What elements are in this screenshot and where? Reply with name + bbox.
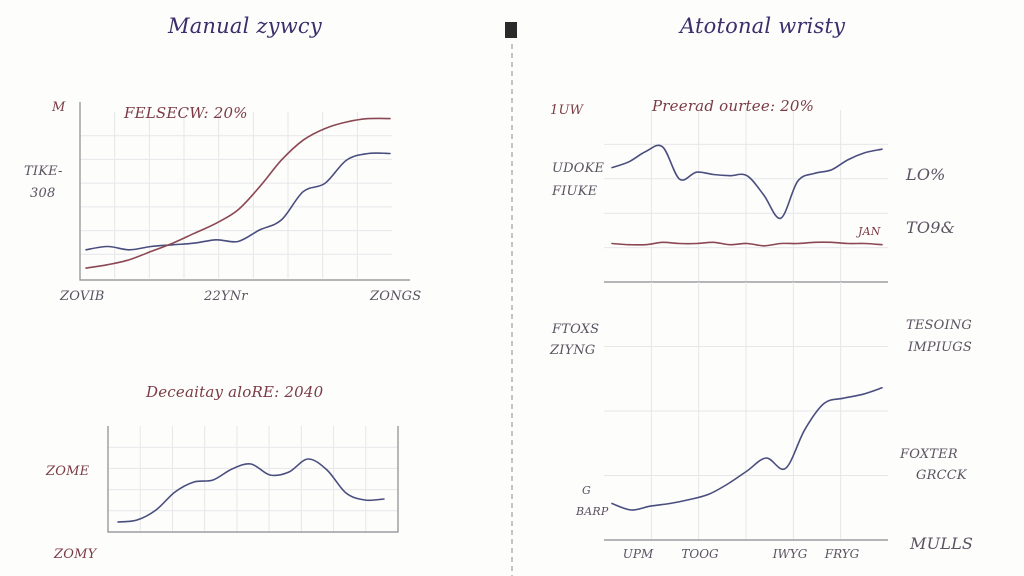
rb-right-label-top-a: TESOING [906,318,973,333]
tl-series-0-line [85,152,391,251]
divider-marker [505,22,517,38]
rb-y-label-top-b: ZIYNG [550,343,596,358]
rt-grid [604,110,888,282]
rb-y-label-top-a: FTOXS [552,322,600,337]
rt-y-label-mid-a: UDOKE [552,161,605,176]
chart-bottom-left [107,426,399,533]
tl-series-1-line [85,117,391,269]
rt-right-label-top: LO% [906,165,946,184]
rb-right-label-top-b: IMPIUGS [908,340,972,355]
tl-y-label-top: TIKE- [24,164,63,179]
tl-chart-title: FELSECW: 20% [124,104,248,122]
rb-right-label-mid-b: GRCCK [916,468,967,483]
tl-x-label-left: ZOVIB [60,289,105,304]
rt-series-1-line [611,241,883,247]
bl-axes [107,426,399,533]
bl-y-label-upper: ZOME [46,464,90,479]
rb-grid [604,282,888,540]
rt-right-label-mid: TO9& [906,218,956,237]
tl-corner-label: M [52,100,66,115]
rb-y-label-bottom-a: G [582,484,591,497]
rb-x-tick-label: UPM [623,547,654,561]
tl-x-label-right: ZONGS [370,289,422,304]
rb-x-tick-label: TOOG [681,547,719,561]
rt-small-tag: JAN [858,225,881,238]
tl-grid [80,112,392,278]
rt-y-label-mid-b: FIUKE [552,184,598,199]
rb-x-tick-label: FRYG [824,547,860,561]
tl-x-label-mid: 22YNr [204,289,248,304]
rt-series-0-line [611,144,883,220]
chart-right-top [604,110,888,283]
bl-grid [108,426,398,532]
rb-x-label-right: MULLS [910,534,974,553]
rb-y-label-bottom-b: BARP [576,505,609,518]
left-title: Manual zywcy [168,14,322,38]
rb-series-0-line [611,387,883,511]
rt-chart-title: Preerad ourtee: 20% [652,97,815,115]
right-title: Atotonal wristy [680,14,846,38]
chart-right-bottom: UPM TOOG IWYG FRYG [604,282,888,561]
tl-axes [79,102,410,281]
rt-y-label-top: 1UW [550,103,584,118]
bl-series-0-line [117,458,385,523]
rb-right-label-mid-a: FOXTER [900,447,958,462]
rb-x-tick-label: IWYG [772,547,808,561]
chart-top-left [79,102,410,281]
bl-chart-title: Deceaitay aloRE: 2040 [146,383,324,401]
bl-y-label-lower: ZOMY [54,547,97,562]
tl-y-label-bottom: 308 [30,186,56,201]
